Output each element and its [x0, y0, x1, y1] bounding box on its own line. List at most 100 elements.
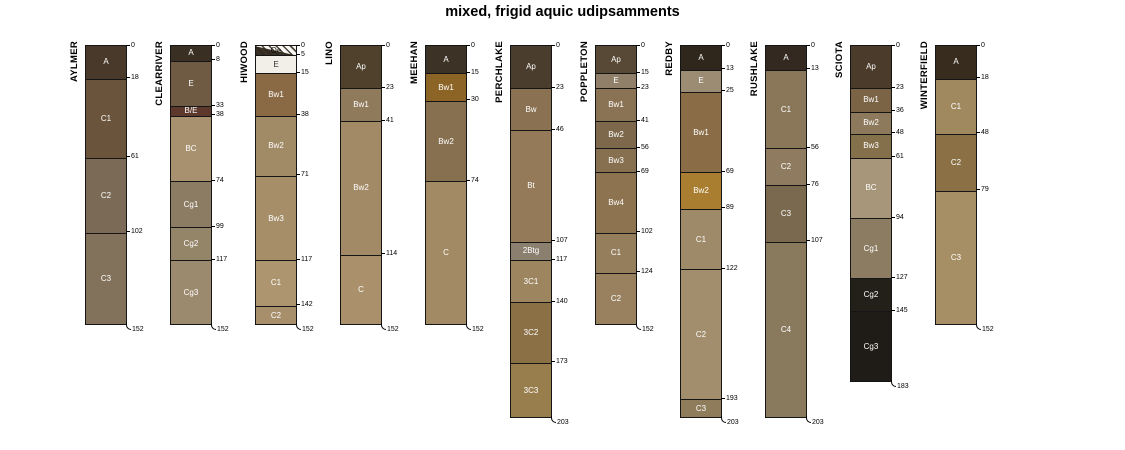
tick-line — [806, 44, 810, 46]
depth-label: 114 — [386, 250, 398, 258]
horizon-c2: C2 — [86, 157, 126, 233]
tick-line — [976, 132, 980, 134]
depth-tick-bottom: 152 — [211, 323, 229, 333]
depth-label: 124 — [641, 268, 653, 276]
tick-line — [211, 179, 215, 181]
horizon-ap: Ap — [851, 46, 891, 89]
depth-label: 33 — [216, 101, 224, 109]
tick-line — [296, 174, 300, 176]
depth-label: 0 — [386, 41, 390, 49]
depth-tick-bottom: 152 — [466, 323, 484, 333]
horizon-cg3: Cg3 — [851, 311, 891, 381]
depth-label: 140 — [556, 297, 568, 305]
horizon-bw2: Bw2 — [596, 121, 636, 149]
depth-label: 0 — [301, 41, 305, 49]
horizon-3c1: 3C1 — [511, 260, 551, 303]
depth-label: 183 — [897, 382, 909, 390]
tick-line — [296, 44, 300, 46]
tick-line — [891, 132, 895, 134]
tick-line — [466, 44, 470, 46]
depth-label: 0 — [726, 41, 730, 49]
horizon-bw1: Bw1 — [851, 88, 891, 112]
horizon-be: B/E — [171, 106, 211, 116]
tick-curve — [211, 323, 216, 331]
tick-line — [466, 71, 470, 73]
tick-curve — [891, 379, 896, 387]
depth-label: 74 — [216, 176, 224, 184]
depth-label: 13 — [726, 65, 734, 73]
horizon-a: A — [86, 46, 126, 79]
depth-label: 15 — [301, 68, 309, 76]
tick-line — [126, 77, 130, 79]
tick-line — [891, 110, 895, 112]
horizon-bw2: Bw2 — [681, 172, 721, 209]
tick-line — [976, 44, 980, 46]
tick-line — [211, 59, 215, 61]
depth-label: 69 — [641, 167, 649, 175]
tick-line — [721, 207, 725, 209]
horizon-bc: BC — [851, 157, 891, 218]
depth-label: 46 — [556, 125, 564, 133]
profile-name: POPPLETON — [579, 41, 590, 103]
horizon-bc: BC — [171, 115, 211, 182]
depth-label: 117 — [301, 255, 313, 263]
tick-line — [381, 86, 385, 88]
depth-label: 48 — [981, 129, 989, 137]
tick-line — [721, 267, 725, 269]
horizon-c3: C3 — [936, 190, 976, 325]
depth-label: 152 — [982, 326, 994, 334]
depth-label: 48 — [896, 129, 904, 137]
depth-label: 142 — [301, 301, 313, 309]
tick-line — [466, 179, 470, 181]
horizon-bw1: Bw1 — [681, 91, 721, 173]
depth-label: 56 — [811, 143, 819, 151]
tick-line — [551, 44, 555, 46]
horizon-c: C — [426, 181, 466, 325]
profile-column: A E Bw1 Bw2 C1 C2 C3 — [680, 45, 722, 419]
horizon-c1: C1 — [596, 232, 636, 273]
tick-line — [381, 44, 385, 46]
depth-label: 89 — [726, 204, 734, 212]
depth-tick-bottom: 152 — [636, 323, 654, 333]
profile-column: A C1 C2 C3 — [85, 45, 127, 326]
depth-label: 117 — [216, 255, 228, 263]
depth-label: 193 — [726, 394, 738, 402]
depth-label: 152 — [642, 326, 654, 334]
horizon-bt: Bt — [511, 130, 551, 242]
depth-label: 152 — [472, 326, 484, 334]
tick-line — [551, 128, 555, 130]
tick-line — [721, 68, 725, 70]
tick-line — [636, 119, 640, 121]
depth-label: 99 — [216, 222, 224, 230]
horizon-e: E — [256, 55, 296, 74]
tick-line — [296, 304, 300, 306]
horizon-c1: C1 — [256, 260, 296, 306]
horizon-c1: C1 — [936, 78, 976, 134]
profile-column: Ap E Bw1 Bw2 Bw3 Bw4 C1 C2 — [595, 45, 637, 326]
depth-label: 36 — [896, 107, 904, 115]
tick-line — [636, 86, 640, 88]
depth-label: 0 — [641, 41, 645, 49]
depth-label: 0 — [811, 41, 815, 49]
depth-label: 76 — [811, 180, 819, 188]
horizon-a: A — [681, 46, 721, 70]
tick-line — [296, 114, 300, 116]
depth-label: 79 — [981, 186, 989, 194]
tick-line — [721, 90, 725, 92]
profile-name: LINO — [324, 41, 335, 65]
profile-name: HIWOOD — [239, 41, 250, 83]
horizon-c2: C2 — [256, 305, 296, 325]
tick-line — [891, 44, 895, 46]
tick-line — [211, 104, 215, 106]
horizon-c1: C1 — [681, 208, 721, 270]
depth-label: 117 — [556, 255, 568, 263]
horizon-cg1: Cg1 — [171, 181, 211, 228]
depth-label: 0 — [981, 41, 985, 49]
depth-label: 203 — [812, 419, 824, 427]
depth-label: 23 — [386, 83, 394, 91]
depth-label: 15 — [641, 68, 649, 76]
chart-title: mixed, frigid aquic udipsamments — [445, 4, 680, 20]
tick-line — [721, 170, 725, 172]
tick-line — [551, 361, 555, 363]
